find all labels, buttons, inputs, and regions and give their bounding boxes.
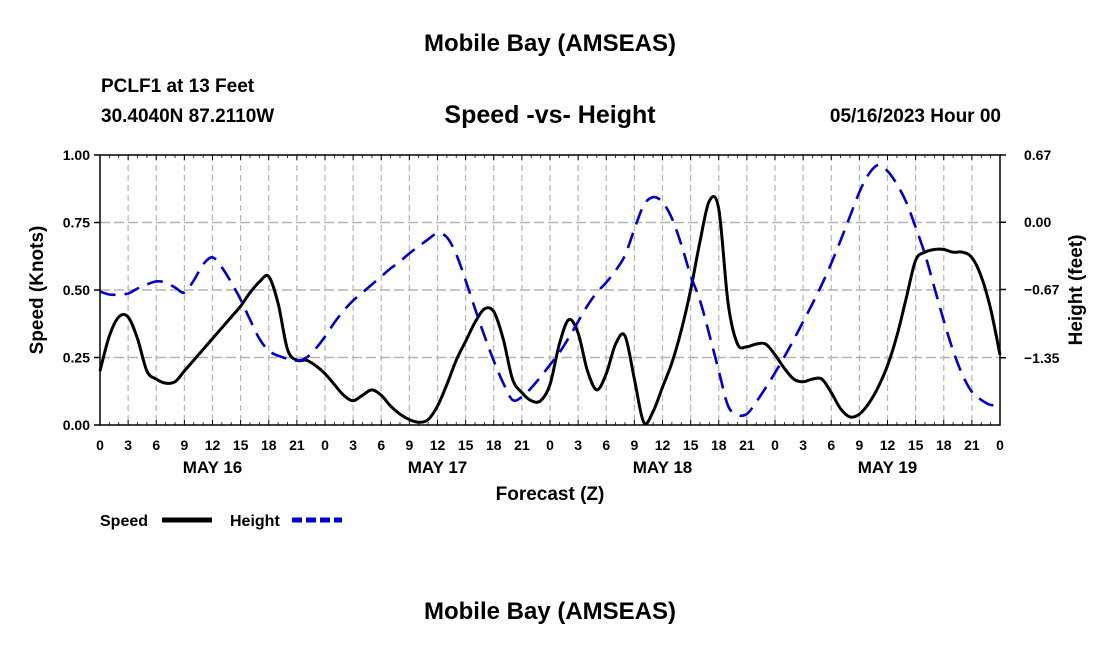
x-tick-label: 15 [908, 437, 924, 453]
x-tick-label: 3 [574, 437, 582, 453]
axes: 0 3 6 9 12 15 18 21 0 3 6 9 12 15 18 21 0 3 6 9 12 15 18 21 0 3 6 9… [27, 147, 1087, 505]
data-series [98, 163, 1002, 426]
x-tick-label: 15 [233, 437, 249, 453]
y-right-tick-label: −1.35 [1024, 350, 1060, 366]
x-tick-label: 21 [289, 437, 305, 453]
x-tick-label: 18 [261, 437, 277, 453]
x-tick-label: 18 [936, 437, 952, 453]
x-tick-label: 9 [855, 437, 863, 453]
station-label: PCLF1 at 13 Feet [101, 76, 255, 97]
x-tick-label: 3 [124, 437, 132, 453]
x-tick-label: 12 [430, 437, 446, 453]
y-right-axis-title: Height (feet) [1066, 235, 1087, 346]
x-tick-label: 0 [321, 437, 329, 453]
x-tick-label: 0 [96, 437, 104, 453]
x-tick-label: 9 [630, 437, 638, 453]
x-tick-label: 21 [964, 437, 980, 453]
x-tick-label: 6 [152, 437, 160, 453]
y-left-tick-label: 0.25 [63, 350, 90, 366]
coordinates-label: 30.4040N 87.2110W [101, 106, 275, 127]
legend-label-speed: Speed [100, 513, 148, 530]
x-tick-label: 21 [739, 437, 755, 453]
x-tick-label: 12 [205, 437, 221, 453]
x-tick-label: 6 [827, 437, 835, 453]
chart-subtitle: Speed -vs- Height [444, 101, 656, 129]
y-left-tick-label: 1.00 [63, 147, 90, 163]
x-tick-label: 15 [683, 437, 699, 453]
forecast-datetime: 05/16/2023 Hour 00 [829, 106, 1001, 127]
y-left-tick-label: 0.50 [63, 282, 90, 298]
y-left-tick-label: 0.00 [63, 417, 90, 433]
y-left-tick-label: 0.75 [63, 215, 90, 231]
grid-lines [100, 155, 1000, 425]
speed-series-line [98, 195, 1002, 426]
x-tick-label: 3 [799, 437, 807, 453]
x-axis-title: Forecast (Z) [496, 484, 605, 505]
day-label: MAY 18 [633, 458, 693, 477]
x-tick-label: 0 [996, 437, 1004, 453]
x-tick-label: 15 [458, 437, 474, 453]
legend-label-height: Height [230, 513, 280, 530]
x-tick-label: 3 [349, 437, 357, 453]
y-right-tick-label: 0.00 [1024, 214, 1051, 230]
y-right-tick-label: −0.67 [1024, 281, 1060, 297]
day-label: MAY 16 [183, 458, 243, 477]
y-left-axis-title: Speed (Knots) [27, 226, 48, 355]
x-tick-label: 0 [771, 437, 779, 453]
day-label: MAY 17 [408, 458, 468, 477]
day-label: MAY 19 [858, 458, 918, 477]
y-right-tick-label: 0.67 [1024, 147, 1051, 163]
x-tick-label: 6 [377, 437, 385, 453]
chart-main-title: Mobile Bay (AMSEAS) [423, 30, 677, 57]
x-tick-label: 18 [486, 437, 502, 453]
x-tick-label: 21 [514, 437, 530, 453]
x-tick-label: 6 [602, 437, 610, 453]
chart-main-title-repeat: Mobile Bay (AMSEAS) [423, 598, 677, 625]
x-tick-label: 9 [405, 437, 413, 453]
x-tick-label: 0 [546, 437, 554, 453]
height-series-line [99, 163, 1001, 418]
legend: Speed Height [100, 513, 342, 530]
x-tick-label: 12 [880, 437, 896, 453]
x-tick-label: 12 [655, 437, 671, 453]
x-tick-label: 18 [711, 437, 727, 453]
x-tick-label: 9 [180, 437, 188, 453]
